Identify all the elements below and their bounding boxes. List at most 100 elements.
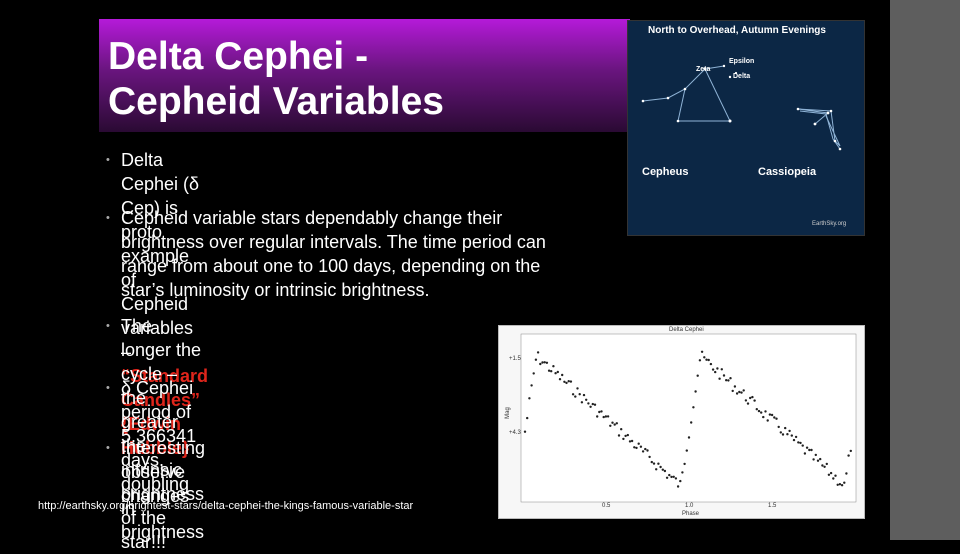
curve-point xyxy=(626,433,629,437)
curve-point xyxy=(633,446,636,449)
curve-point xyxy=(617,434,621,437)
curve-point xyxy=(661,468,664,471)
curve-point xyxy=(611,421,614,424)
curve-point xyxy=(803,452,807,455)
curve-point xyxy=(580,401,584,404)
curve-point xyxy=(565,381,568,385)
curve-point xyxy=(810,448,813,452)
curve-point xyxy=(777,425,780,429)
curve-point xyxy=(567,380,570,383)
curve-point xyxy=(740,391,743,394)
curve-point xyxy=(714,370,717,374)
curve-point xyxy=(541,361,544,364)
curve-point xyxy=(665,476,669,479)
delta-label: Delta xyxy=(733,73,751,80)
curve-point xyxy=(727,379,730,382)
bullet-5-text: Interesting observe changes xyxy=(121,436,205,508)
curve-point xyxy=(526,416,529,420)
curve-point xyxy=(805,446,809,449)
curve-point xyxy=(552,365,555,368)
curve-point xyxy=(773,416,776,419)
curve-point xyxy=(799,441,802,445)
curve-point xyxy=(779,431,782,434)
curve-point xyxy=(668,473,671,477)
curve-point xyxy=(735,392,739,395)
curve-point xyxy=(585,398,588,401)
cepheus-label: Cepheus xyxy=(642,166,689,178)
curve-point xyxy=(554,372,557,375)
curve-point xyxy=(845,472,848,475)
curve-point xyxy=(628,440,632,443)
curve-point xyxy=(768,413,772,416)
curve-point xyxy=(545,361,549,364)
curve-point xyxy=(812,458,815,461)
curve-point xyxy=(849,449,852,453)
curve-point xyxy=(834,474,837,477)
curve-point xyxy=(561,373,564,377)
curve-point xyxy=(821,464,824,467)
curve-point xyxy=(825,462,828,466)
curve-point xyxy=(781,433,785,436)
curve-point xyxy=(733,385,737,388)
curve-point xyxy=(731,389,734,393)
curve-point xyxy=(729,377,732,380)
y-axis-label: Mag xyxy=(504,407,511,419)
curve-point xyxy=(687,436,691,439)
curve-point xyxy=(816,459,820,462)
curve-point xyxy=(630,439,634,443)
bullet-dot: • xyxy=(106,320,110,332)
title-banner xyxy=(99,19,630,132)
curve-point xyxy=(696,374,699,377)
bullet-2-line-1: Cepheid variable stars dependably change… xyxy=(121,208,503,228)
curve-point xyxy=(606,415,610,418)
curve-point xyxy=(718,377,721,380)
curve-point xyxy=(819,457,822,461)
cassiopeia-label: Cassiopeia xyxy=(758,166,817,178)
bullet-4-line-1: δ Cephei period of 5.366341 days, xyxy=(121,378,197,470)
curve-point xyxy=(574,395,577,398)
curve-point xyxy=(742,389,745,392)
curve-point xyxy=(523,430,527,433)
curve-point xyxy=(644,447,647,451)
bullet-2-text: Cepheid variable stars dependably change… xyxy=(121,206,621,302)
curve-point xyxy=(847,454,850,457)
curve-point xyxy=(637,442,640,445)
curve-point xyxy=(784,426,787,430)
bullet-2-line-3: range from about one to 100 days, depend… xyxy=(121,256,541,276)
curve-point xyxy=(794,435,798,439)
curve-point xyxy=(685,449,688,452)
curve-point xyxy=(681,471,684,474)
curve-point xyxy=(556,370,559,374)
curve-point xyxy=(659,465,662,469)
ytick-2: +4.3 xyxy=(509,430,521,436)
curve-point xyxy=(571,393,575,396)
curve-point xyxy=(751,395,754,399)
curve-point xyxy=(569,380,573,383)
curve-point xyxy=(635,446,638,450)
curve-point xyxy=(829,471,833,475)
curve-point xyxy=(808,448,811,452)
constellation-chart-image: North to Overhead, Autumn Evenings Epsil… xyxy=(627,20,865,236)
curve-point xyxy=(543,361,546,364)
curve-point xyxy=(648,455,651,459)
bullet-dot: • xyxy=(106,212,110,224)
curve-point xyxy=(598,410,601,414)
bullet-dot: • xyxy=(106,442,110,454)
curve-point xyxy=(641,450,645,453)
curve-point xyxy=(596,415,599,418)
curve-point xyxy=(840,484,844,487)
curve-point xyxy=(755,408,758,411)
bullet-3-line-1: The longer the cycle – the greater xyxy=(121,316,202,432)
curve-point xyxy=(576,387,579,390)
curve-point xyxy=(578,393,581,396)
right-side-bar xyxy=(890,0,960,540)
curve-point xyxy=(589,405,592,408)
curve-point xyxy=(749,396,752,400)
curve-point xyxy=(843,481,846,484)
curve-point xyxy=(711,368,715,371)
curve-point xyxy=(672,475,675,478)
curve-point xyxy=(539,362,542,366)
curve-point xyxy=(762,415,765,419)
source-link[interactable]: http://earthsky.org/brightest-stars/delt… xyxy=(38,500,414,512)
sky-credit: EarthSky.org xyxy=(812,221,847,227)
